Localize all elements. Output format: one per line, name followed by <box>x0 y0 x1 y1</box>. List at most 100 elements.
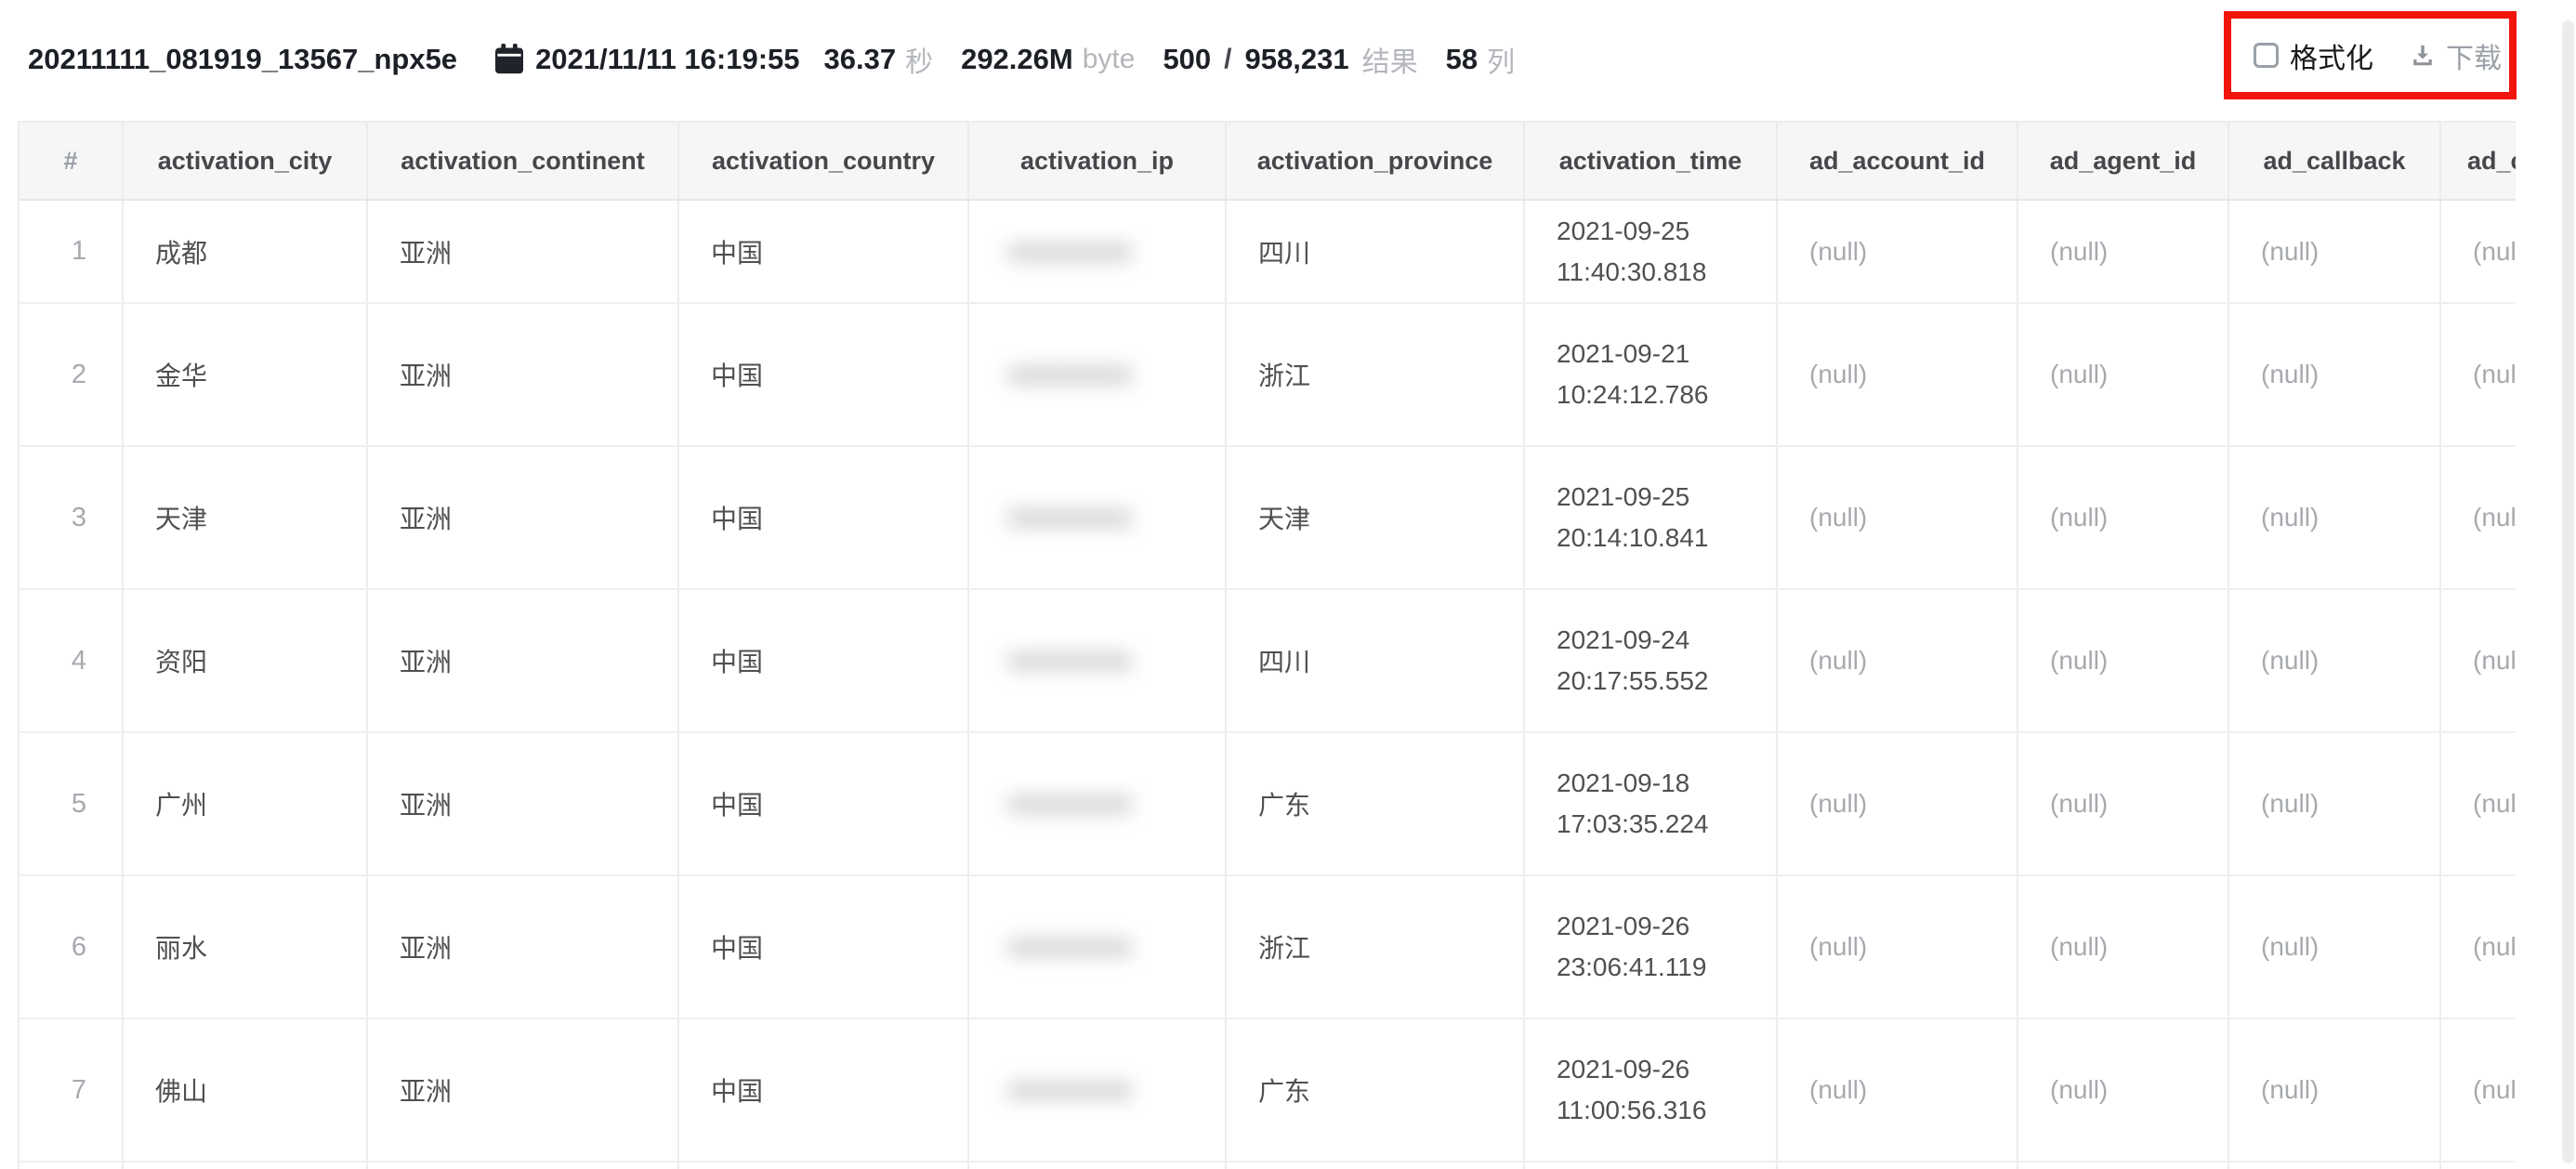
column-header-ad_callback: ad_callback <box>2228 123 2441 201</box>
cell-ad_c: (null) <box>2440 1018 2516 1162</box>
cell-index: 6 <box>20 875 124 1019</box>
rows-total: 958,231 <box>1244 43 1349 75</box>
table-header-row: # activation_city activation_continent acti… <box>20 123 2516 201</box>
format-label[interactable]: 格式化 <box>2290 43 2373 74</box>
cell-activation_province: 浙江 <box>1226 303 1525 447</box>
cell-ad_callback: (null) <box>2228 875 2441 1019</box>
cell-activation_time: 2021-09-24 20:17:55.552 <box>1524 589 1778 733</box>
cell-ad_callback: (null) <box>2228 732 2441 876</box>
column-header-activation_city: activation_city <box>123 123 368 201</box>
cell-activation_ip <box>968 1162 1227 1169</box>
column-header-ad_agent_id: ad_agent_id <box>2017 123 2229 201</box>
rows-separator: / <box>1224 44 1232 74</box>
cell-activation_time: 2021-09-26 11:00:56.316 <box>1524 1018 1778 1162</box>
redacted-ip-area: ●●●●●● <box>986 446 1207 587</box>
cell-ad_c: (null) <box>2440 589 2516 733</box>
cell-index: 1 <box>20 200 124 304</box>
table-body: 1 成都 亚洲 中国 ●●●●●● 四川 2021-09-25 11:40:30.818 (nu… <box>20 200 2516 1169</box>
cell-ad_agent_id: (null) <box>2017 200 2229 304</box>
cell-activation_continent: 亚洲 <box>367 446 679 590</box>
blurred-ip-value: ●●●●●● <box>1010 1075 1134 1104</box>
cell-ad_agent_id: (null) <box>2017 875 2229 1019</box>
table-row <box>20 1162 2516 1169</box>
cell-index <box>20 1162 124 1169</box>
format-toggle[interactable]: 格式化 <box>2254 35 2373 76</box>
cell-activation_continent: 亚洲 <box>367 732 679 876</box>
result-table: # activation_city activation_continent acti… <box>20 123 2516 1169</box>
download-button[interactable]: 下载 <box>2409 35 2502 76</box>
blurred-ip-value: ●●●●●● <box>1010 360 1134 388</box>
redacted-ip-area: ●●●●●● <box>986 875 1207 1017</box>
cell-ad_account_id: (null) <box>1777 875 2018 1019</box>
table-row: 6 丽水 亚洲 中国 ●●●●●● 浙江 2021-09-26 23:06:41.119 (nu… <box>20 875 2516 1019</box>
cell-ad_account_id: (null) <box>1777 1018 2018 1162</box>
cell-activation_province: 四川 <box>1226 589 1525 733</box>
query-duration: 36.37 <box>823 43 897 75</box>
cell-activation_ip: ●●●●●● <box>968 875 1227 1019</box>
cell-activation_ip: ●●●●●● <box>968 589 1227 733</box>
redacted-ip-area: ●●●●●● <box>986 732 1207 873</box>
column-header-ad_c: ad_c <box>2440 123 2516 201</box>
column-header-activation_time: activation_time <box>1524 123 1778 201</box>
table-row: 2 金华 亚洲 中国 ●●●●●● 浙江 2021-09-21 10:24:12.786 (nu… <box>20 303 2516 447</box>
columns-count: 58 <box>1445 43 1479 75</box>
columns-unit: 列 <box>1487 47 1516 78</box>
query-size: 292.26M <box>961 43 1073 75</box>
cell-activation_ip: ●●●●●● <box>968 303 1227 447</box>
blurred-ip-value: ●●●●●● <box>1010 503 1134 532</box>
blurred-ip-value: ●●●●●● <box>1010 646 1134 675</box>
cell-activation_country: 中国 <box>678 200 969 304</box>
result-table-container: # activation_city activation_continent acti… <box>18 121 2516 1169</box>
cell-index: 4 <box>20 589 124 733</box>
annotation-red-box: 格式化 下载 <box>2224 11 2517 99</box>
cell-ad_c <box>2440 1162 2516 1169</box>
cell-activation_continent: 亚洲 <box>367 200 679 304</box>
vertical-scrollbar[interactable] <box>2562 20 2574 1163</box>
rows-shown: 500 <box>1163 43 1212 75</box>
cell-activation_continent: 亚洲 <box>367 303 679 447</box>
query-executed-at: 2021/11/11 16:19:55 <box>535 43 800 75</box>
cell-activation_time: 2021-09-26 23:06:41.119 <box>1524 875 1778 1019</box>
cell-ad_account_id: (null) <box>1777 303 2018 447</box>
cell-activation_time: 2021-09-25 11:40:30.818 <box>1524 200 1778 304</box>
cell-activation_time <box>1524 1162 1778 1169</box>
format-checkbox[interactable] <box>2254 43 2279 68</box>
cell-activation_continent: 亚洲 <box>367 875 679 1019</box>
column-header-activation_country: activation_country <box>678 123 969 201</box>
cell-ad_account_id: (null) <box>1777 732 2018 876</box>
calendar-icon <box>495 44 524 74</box>
redacted-ip-area: ●●●●●● <box>986 303 1207 444</box>
blurred-ip-value: ●●●●●● <box>1010 789 1134 818</box>
cell-ad_agent_id: (null) <box>2017 732 2229 876</box>
cell-index: 2 <box>20 303 124 447</box>
cell-ad_account_id: (null) <box>1777 200 2018 304</box>
cell-activation_ip: ●●●●●● <box>968 200 1227 304</box>
cell-activation_country: 中国 <box>678 446 969 590</box>
cell-activation_city: 资阳 <box>123 589 368 733</box>
cell-activation_ip: ●●●●●● <box>968 446 1227 590</box>
download-label[interactable]: 下载 <box>2446 43 2502 74</box>
cell-activation_continent: 亚洲 <box>367 589 679 733</box>
cell-activation_country: 中国 <box>678 589 969 733</box>
cell-activation_time: 2021-09-18 17:03:35.224 <box>1524 732 1778 876</box>
cell-ad_agent_id: (null) <box>2017 303 2229 447</box>
cell-activation_city: 佛山 <box>123 1018 368 1162</box>
blurred-ip-value: ●●●●●● <box>1010 932 1134 961</box>
redacted-ip-area: ●●●●●● <box>986 589 1207 730</box>
rows-unit: 结果 <box>1361 47 1418 78</box>
cell-ad_account_id: (null) <box>1777 446 2018 590</box>
cell-activation_time: 2021-09-25 20:14:10.841 <box>1524 446 1778 590</box>
cell-activation_ip: ●●●●●● <box>968 1018 1227 1162</box>
cell-index: 7 <box>20 1018 124 1162</box>
download-icon <box>2413 45 2432 65</box>
cell-ad_c: (null) <box>2440 875 2516 1019</box>
cell-activation_province <box>1226 1162 1525 1169</box>
cell-ad_account_id: (null) <box>1777 589 2018 733</box>
table-row: 5 广州 亚洲 中国 ●●●●●● 广东 2021-09-18 17:03:35.224 (nu… <box>20 732 2516 876</box>
cell-activation_city: 金华 <box>123 303 368 447</box>
blurred-ip-value: ●●●●●● <box>1010 236 1134 266</box>
cell-activation_city <box>123 1162 368 1169</box>
cell-ad_agent_id: (null) <box>2017 1018 2229 1162</box>
cell-ad_c: (null) <box>2440 732 2516 876</box>
cell-ad_account_id <box>1777 1162 2018 1169</box>
